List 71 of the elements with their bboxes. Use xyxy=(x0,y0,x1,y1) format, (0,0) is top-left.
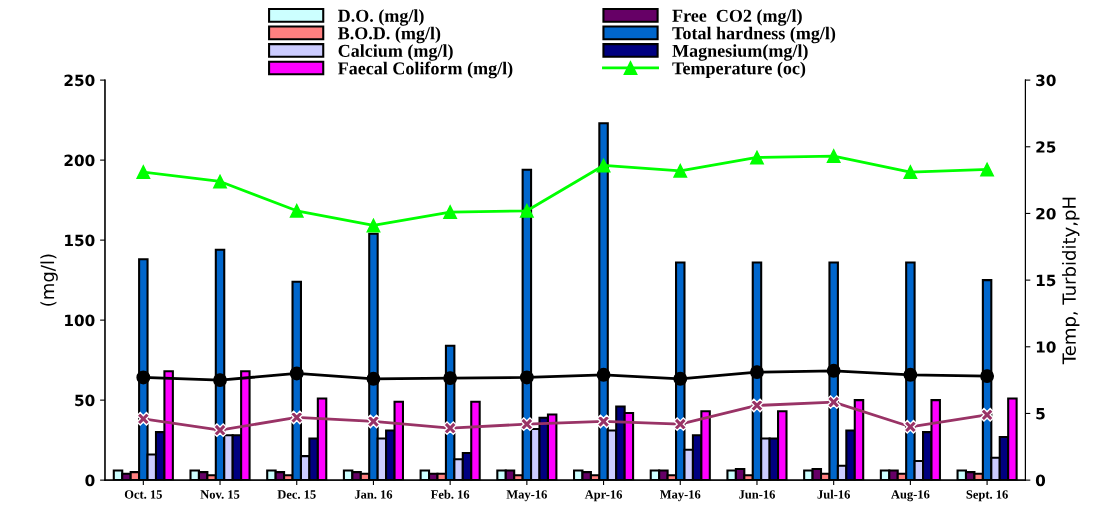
point xyxy=(366,371,381,386)
legend-label: Temperature (oc) xyxy=(672,61,806,79)
x-tick-label: Nov. 15 xyxy=(200,490,240,499)
point xyxy=(903,419,918,434)
point xyxy=(366,218,381,233)
x-tick-label: May-16 xyxy=(660,490,701,502)
x-tick-label: Dec. 15 xyxy=(277,490,316,499)
x-tick-label: Apr-16 xyxy=(584,490,623,502)
point xyxy=(673,163,688,178)
point xyxy=(443,205,458,220)
legend-label: Faecal Coliform (mg/l) xyxy=(338,61,513,79)
y-tick-label: 50 xyxy=(75,394,95,407)
point xyxy=(519,370,534,385)
x-tick-label: Oct. 15 xyxy=(124,490,162,499)
point xyxy=(136,370,151,385)
legend-label: Magnesium(mg/l) xyxy=(672,44,808,61)
point xyxy=(136,165,151,180)
point xyxy=(980,162,995,177)
y2-tick-label: 25 xyxy=(1036,141,1056,153)
x-tick-label: Aug-16 xyxy=(891,490,930,502)
legend-label: D.O. (mg/l) xyxy=(338,9,424,26)
x-tick-label: Jan. 16 xyxy=(354,490,393,499)
x-tick-label: Sept. 16 xyxy=(966,490,1008,502)
point xyxy=(213,174,227,189)
point xyxy=(443,371,458,386)
point xyxy=(596,367,611,382)
point xyxy=(980,369,995,384)
x-tick-label: May-16 xyxy=(506,490,547,502)
point xyxy=(289,203,304,218)
y2-tick-label: 20 xyxy=(1036,207,1056,220)
point xyxy=(213,373,227,388)
point xyxy=(673,371,688,386)
x-tick-label: Jun-16 xyxy=(739,490,776,499)
legend-label: Free CO2 (mg/l) xyxy=(672,9,802,26)
y2-tick-label: 0 xyxy=(1035,474,1046,487)
point xyxy=(519,203,534,218)
point xyxy=(366,414,381,429)
point xyxy=(596,414,611,429)
point xyxy=(903,165,918,180)
point xyxy=(443,421,458,436)
point xyxy=(136,411,151,426)
y2-tick-label: 30 xyxy=(1036,74,1056,87)
legend-label: Calcium (mg/l) xyxy=(338,44,453,61)
point xyxy=(750,365,764,380)
y-axis-title: (mg/l) xyxy=(40,254,58,306)
y-tick-label: 150 xyxy=(65,234,95,247)
point xyxy=(980,407,995,422)
y2-tick-label: 15 xyxy=(1036,274,1056,287)
legend-label: B.O.D. (mg/l) xyxy=(337,26,441,44)
point xyxy=(213,423,227,438)
point xyxy=(673,417,688,432)
point xyxy=(903,367,918,382)
y2-axis-title: Temp, Turbidity,pH xyxy=(1061,197,1080,365)
x-tick-label: Feb. 16 xyxy=(430,489,470,499)
y-tick-label: 0 xyxy=(85,474,95,487)
point xyxy=(750,398,764,413)
point xyxy=(826,363,841,378)
point xyxy=(289,366,304,381)
y-tick-label: 200 xyxy=(64,154,95,167)
legend-label: Total hardness (mg/l) xyxy=(672,26,836,44)
y2-tick-label: 10 xyxy=(1036,341,1056,353)
y2-tick-label: 5 xyxy=(1036,408,1045,420)
point xyxy=(289,410,304,425)
x-tick-label: Jul-16 xyxy=(817,489,850,499)
y-tick-label: 100 xyxy=(65,314,95,327)
point xyxy=(826,149,841,164)
y-tick-label: 250 xyxy=(64,74,95,87)
point xyxy=(750,150,764,165)
point xyxy=(519,417,534,432)
point xyxy=(826,395,841,410)
point xyxy=(596,158,611,173)
